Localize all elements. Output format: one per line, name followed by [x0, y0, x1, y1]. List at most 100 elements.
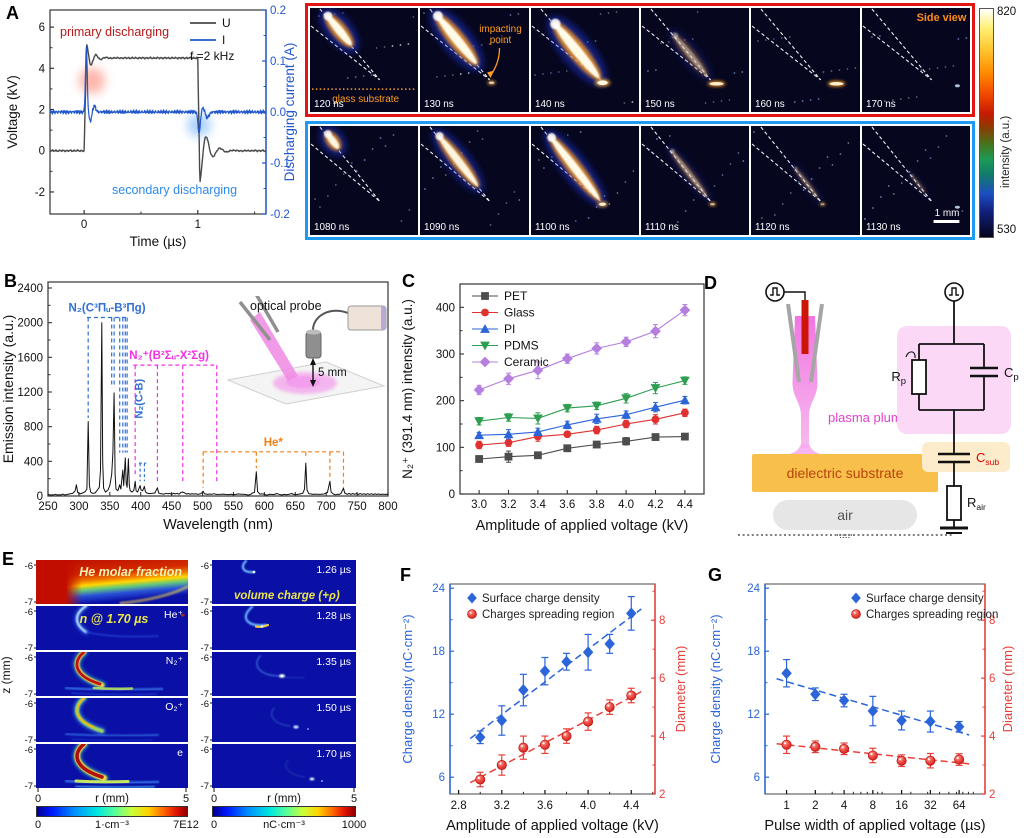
chart-shape: [212, 560, 356, 604]
noise-dot: [774, 214, 777, 216]
n2-intensity-chart: 3.0 3.2 3.4 3.6 3.8 4.0 4.2 4.4 0 100 200 300 400 Amp…: [400, 283, 705, 534]
noise-dot: [839, 153, 842, 155]
r-tick-label: 5: [183, 793, 189, 805]
impacting-point-label: point: [490, 35, 512, 46]
diameter-marker: [518, 742, 529, 753]
diameter-marker: [496, 760, 507, 771]
simulation-map: N₂⁺: [36, 652, 188, 696]
z-tick-label: -7: [25, 735, 33, 746]
secondary-discharging-label: secondary discharging: [112, 183, 237, 197]
x-tick-label: 3.0: [471, 499, 487, 511]
noise-dot: [445, 174, 448, 176]
noise-dot: [371, 148, 374, 150]
noise-dot: [504, 41, 507, 43]
legend-label: Glass: [504, 306, 535, 320]
cone-guide-line: [319, 126, 380, 202]
marker-circle: [622, 420, 630, 428]
noise-dot: [468, 72, 470, 74]
noise-dot: [489, 43, 491, 45]
frame-time-label: 160 ns: [755, 99, 785, 110]
y2-tick-label: 8: [989, 615, 995, 627]
x-tick-label: 250: [38, 501, 57, 513]
noise-dot: [342, 173, 345, 175]
density-arc: [75, 744, 104, 779]
band-label: He*: [264, 437, 284, 449]
simulation-map: 1.70 µs: [212, 744, 356, 788]
density-arc: [71, 738, 153, 742]
capacitor-csub: [938, 452, 970, 464]
y-tick-label: 300: [436, 349, 455, 361]
x-tick-label: 400: [131, 501, 150, 513]
time-label: 1.26 µs: [316, 564, 351, 576]
x-tick-label: 1: [195, 219, 201, 231]
series-PDMS: [474, 376, 690, 427]
density-arc: [71, 692, 157, 696]
charge-density-marker: [925, 715, 936, 728]
y2-tick-label: 4: [989, 731, 996, 743]
plasma-streak: [318, 126, 348, 157]
noise-dot: [350, 162, 353, 164]
colorbar-min: 0: [35, 819, 41, 831]
marker-square: [481, 292, 489, 300]
y2-tick-label: 8: [659, 615, 665, 627]
cp-label: Cp: [1004, 365, 1019, 383]
marker-triangle-up: [533, 427, 543, 436]
marker-triangle-up: [591, 413, 602, 423]
marker-triangle-down: [480, 341, 490, 351]
cone-guide-line: [751, 25, 822, 81]
noise-dot: [623, 102, 625, 104]
x-tick-label: 800: [378, 501, 397, 513]
diameter-marker: [626, 690, 637, 701]
capacitor-cp: [970, 366, 998, 378]
z-tick-label: -7: [201, 689, 209, 700]
chart-shape: [812, 744, 816, 747]
y-tick-label: 12: [432, 709, 445, 721]
noise-dot: [370, 74, 373, 76]
chart-shape: [628, 692, 631, 696]
charge-density-marker: [896, 714, 907, 727]
panel-c-label: C: [402, 271, 415, 291]
density-arc: [85, 631, 159, 638]
noise-dot: [383, 46, 386, 48]
noise-dot: [513, 191, 516, 193]
colorbar-min-label: 530: [997, 224, 1017, 236]
intensity-colorbar: [979, 8, 994, 238]
chart-shape: [212, 744, 356, 788]
series-line: [478, 309, 686, 391]
marker-triangle-up: [621, 409, 631, 419]
noise-dot: [878, 35, 881, 37]
density-arc: [283, 676, 305, 679]
x-tick-label: 4: [841, 800, 848, 812]
simulation-map: volume charge (+ρ) 1.26 µs: [212, 560, 356, 604]
y2-axis-label: Diameter (mm): [1000, 646, 1015, 733]
legend-label: PDMS: [504, 339, 539, 353]
noise-dot: [608, 203, 611, 205]
noise-dot: [830, 70, 833, 72]
noise-dot: [929, 157, 932, 159]
x-tick-label: 3.2: [501, 499, 517, 511]
plot-frame: [459, 283, 705, 495]
legend-label: Charges spreading region: [866, 609, 998, 621]
noise-dot: [607, 12, 610, 14]
density-arc: [92, 686, 134, 691]
marker-triangle-up: [562, 420, 573, 429]
marker-triangle-down: [650, 384, 661, 393]
nozzle-wall: [786, 303, 801, 383]
x-axis-label: Time (µs): [130, 234, 187, 249]
marker-square: [592, 440, 601, 449]
noise-dot: [765, 39, 768, 41]
noise-dot: [533, 74, 536, 76]
noise-dot: [781, 37, 784, 39]
trend-line: [469, 690, 642, 784]
diameter-marker: [604, 702, 615, 713]
frame-time-label: 170 ns: [866, 99, 896, 110]
rair-label: Rair: [967, 495, 986, 512]
panel-b-label: B: [4, 271, 17, 291]
z-tick-label: -7: [25, 643, 33, 654]
chart-shape: [499, 762, 502, 765]
voltage-current-chart: -2 0 2 4 6 0.2 0.1 0.0 -0.1 -0.2 0 1 Time (µs) Voltag…: [5, 5, 297, 249]
chart-shape: [212, 698, 356, 742]
frame-time-label: 120 ns: [314, 99, 344, 110]
marker-triangle-down: [679, 376, 690, 386]
noise-dot: [945, 135, 948, 137]
